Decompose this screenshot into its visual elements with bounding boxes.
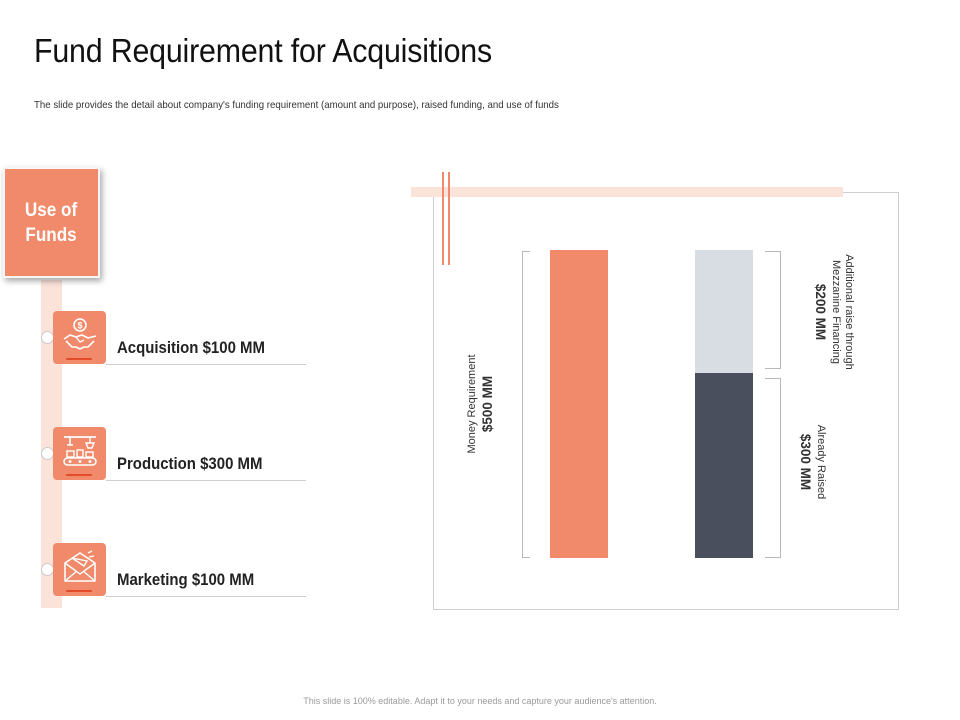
money-requirement-value: $500 MM [480, 375, 495, 433]
use-of-funds-heading: Use of Funds [25, 199, 78, 246]
already-raised-value: $300 MM [798, 433, 813, 491]
icon-underline [66, 590, 92, 592]
megaphone-envelope-icon [64, 550, 96, 582]
use-item-label: Production $300 MM [117, 454, 263, 473]
icon-box-acquisition: $ [53, 311, 106, 364]
already-raised-name: Already Raised [815, 424, 827, 500]
use-item-label: Acquisition $100 MM [117, 338, 265, 357]
bar-money-requirement [550, 250, 608, 558]
additional-raise-label: Additional raise through Mezzanine Finan… [795, 247, 855, 377]
accent-line [448, 172, 450, 265]
chart-top-band [411, 187, 843, 197]
footer-note: This slide is 100% editable. Adapt it to… [303, 696, 657, 706]
bracket-additional-raise [765, 251, 781, 369]
money-requirement-label: Money Requirement $500 MM [466, 324, 510, 484]
icon-underline [66, 358, 92, 360]
bar-additional-raise [695, 250, 753, 374]
handshake-dollar-icon: $ [63, 318, 97, 350]
already-raised-label: Already Raised $300 MM [793, 402, 827, 522]
item-divider [106, 596, 306, 597]
additional-raise-name: Additional raise through Mezzanine Finan… [830, 254, 855, 370]
icon-underline [66, 474, 92, 476]
bracket-money-requirement [522, 251, 530, 558]
item-divider [106, 480, 306, 481]
slide-title: Fund Requirement for Acquisitions [34, 32, 493, 69]
accent-line [442, 172, 444, 265]
factory-conveyor-icon [63, 436, 97, 466]
money-requirement-name: Money Requirement [466, 354, 478, 454]
svg-text:$: $ [77, 321, 82, 331]
additional-raise-value: $200 MM [813, 283, 828, 341]
bar-already-raised [695, 373, 753, 558]
bracket-already-raised [765, 378, 781, 558]
use-of-funds-card: Use of Funds [3, 167, 100, 278]
item-divider [106, 364, 306, 365]
use-item-label: Marketing $100 MM [117, 570, 255, 589]
slide-subtitle: The slide provides the detail about comp… [34, 99, 559, 111]
icon-box-production [53, 427, 106, 480]
icon-box-marketing [53, 543, 106, 596]
